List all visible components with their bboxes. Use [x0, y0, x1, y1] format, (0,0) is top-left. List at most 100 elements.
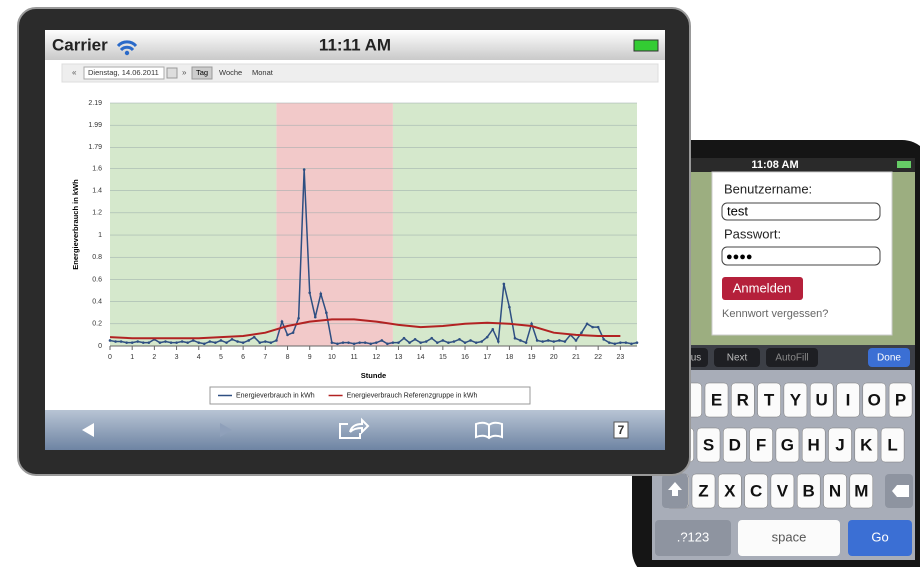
next-button[interactable] [714, 348, 760, 367]
data-point [275, 339, 278, 342]
status-bar [45, 30, 665, 60]
next-date[interactable]: » [182, 68, 187, 77]
x-axis-label: Stunde [361, 371, 386, 380]
legend-label: Energieverbrauch Referenzgruppe in kWh [347, 392, 478, 399]
x-tick-label: 11 [350, 354, 357, 361]
calendar-icon[interactable] [166, 67, 178, 79]
tab-active[interactable] [191, 66, 213, 80]
phone-time: 11:08 AM [751, 159, 798, 171]
x-tick-label: 14 [417, 354, 425, 361]
key[interactable] [723, 427, 747, 463]
autofill-button[interactable] [766, 348, 818, 367]
password-field[interactable] [721, 246, 881, 266]
tab[interactable]: Monat [252, 68, 274, 77]
data-point [297, 316, 300, 320]
data-point [524, 341, 528, 344]
series-line [109, 318, 621, 340]
x-tick-label: 2 [152, 354, 156, 361]
data-point [397, 341, 400, 344]
tab[interactable]: Woche [219, 68, 242, 77]
y-axis-label: Energieverbrauch in kWh [71, 179, 80, 270]
data-point [252, 335, 256, 339]
data-point [630, 342, 633, 346]
tab[interactable]: Tag [196, 68, 208, 77]
key[interactable] [731, 382, 755, 418]
done-button[interactable] [868, 348, 910, 367]
username-label: Benutzername: [724, 181, 812, 196]
legend-label: Energieverbrauch in kWh [236, 392, 315, 399]
data-point [480, 340, 483, 343]
key[interactable] [783, 382, 808, 418]
data-point [469, 339, 472, 342]
back-button[interactable] [82, 423, 94, 437]
key[interactable] [796, 473, 821, 509]
space-key[interactable] [738, 520, 840, 556]
forgot-link[interactable]: Kennwort vergessen? [722, 308, 828, 320]
data-point [558, 339, 561, 342]
key-label: T [764, 390, 775, 409]
data-point [424, 340, 428, 343]
key[interactable] [828, 427, 852, 463]
prev-date[interactable]: « [72, 68, 77, 77]
key-label: Z [698, 481, 708, 500]
x-tick-label: 9 [308, 354, 312, 361]
band [276, 103, 393, 346]
data-point [580, 331, 583, 334]
bookmarks-button[interactable] [475, 421, 503, 440]
data-point [197, 341, 201, 344]
key[interactable] [757, 382, 781, 418]
key-label: M [854, 481, 868, 500]
key[interactable] [696, 427, 721, 463]
key[interactable] [770, 473, 795, 509]
key[interactable] [854, 427, 879, 463]
data-point [108, 339, 112, 342]
key[interactable] [880, 427, 905, 463]
x-tick-label: 0 [108, 354, 112, 361]
data-point [219, 339, 223, 342]
data-point [502, 282, 506, 286]
share-button[interactable] [339, 417, 370, 439]
numbers-key[interactable] [655, 520, 731, 556]
y-tick-label: 1.6 [92, 165, 102, 172]
carrier: Carrier [52, 35, 108, 54]
key[interactable] [749, 427, 773, 463]
key-label: D [729, 435, 741, 454]
key-label: C [750, 481, 762, 500]
y-tick-label: 0 [98, 343, 102, 350]
data-point [391, 341, 395, 344]
key[interactable] [704, 382, 729, 418]
key[interactable] [809, 382, 834, 418]
date-field[interactable] [83, 66, 165, 80]
key[interactable] [801, 427, 826, 463]
login-button[interactable] [722, 277, 803, 300]
prev-text: us [691, 353, 702, 364]
go-key[interactable] [848, 520, 912, 556]
key[interactable] [691, 473, 716, 509]
data-point [591, 325, 594, 329]
key[interactable] [744, 473, 768, 509]
y-tick-label: 2.19 [88, 100, 102, 107]
key[interactable] [775, 427, 800, 463]
data-point [419, 341, 422, 344]
data-point [264, 340, 267, 343]
username-field[interactable] [721, 202, 881, 221]
data-point [619, 341, 622, 344]
data-point [585, 322, 589, 326]
x-tick-label: 6 [241, 354, 245, 361]
key[interactable] [823, 473, 847, 509]
key[interactable] [862, 382, 887, 418]
go-text: Go [871, 529, 888, 544]
login-text: Anmelden [733, 280, 792, 295]
key[interactable] [849, 473, 874, 509]
key[interactable] [888, 382, 913, 418]
data-point [363, 341, 367, 344]
y-tick-label: 0.8 [92, 254, 102, 261]
data-point [236, 340, 239, 343]
key[interactable] [836, 382, 860, 418]
key-label: E [711, 390, 722, 409]
data-point [369, 342, 373, 346]
x-tick-label: 13 [395, 354, 403, 361]
key[interactable] [718, 473, 742, 509]
tabs-button[interactable] [613, 421, 629, 439]
key-label: P [895, 390, 906, 409]
